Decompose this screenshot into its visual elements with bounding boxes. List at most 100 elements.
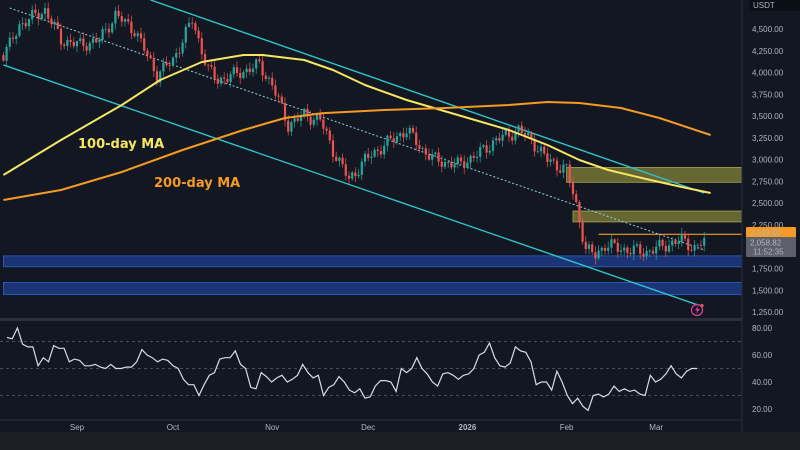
candle: [207, 63, 210, 72]
candle: [559, 164, 562, 174]
candle-body: [354, 172, 357, 177]
candle-body: [578, 202, 581, 223]
candle: [66, 36, 69, 51]
rsi-tick-label: 40.00: [752, 378, 773, 387]
candle-body: [408, 127, 411, 134]
candle: [427, 148, 431, 161]
candle: [667, 239, 671, 254]
candle-body: [498, 138, 501, 141]
candle: [520, 121, 523, 135]
price-tick-label: 3,500.00: [752, 112, 784, 121]
candle: [139, 27, 143, 43]
candle-body: [162, 62, 165, 72]
candle-body: [18, 24, 21, 36]
candle: [162, 58, 165, 77]
candle-body: [603, 247, 607, 251]
candle-body: [171, 57, 175, 66]
candle: [187, 17, 191, 28]
candle-body: [229, 74, 232, 83]
candle: [635, 241, 639, 248]
candle-body: [680, 233, 683, 242]
candle-body: [56, 21, 59, 29]
candle-body: [149, 55, 152, 59]
currency-label: USDT: [753, 1, 775, 10]
rsi-pane: 80.00 60.00 40.00 20.00: [0, 324, 773, 414]
candle: [21, 17, 24, 31]
candle: [239, 67, 242, 84]
candle-body: [245, 68, 248, 73]
candle-body: [655, 246, 658, 254]
candle-body: [107, 28, 111, 33]
candle-body: [280, 96, 283, 104]
candle-body: [351, 172, 354, 179]
candle-body: [552, 159, 555, 161]
candle: [626, 245, 629, 259]
candle-body: [91, 38, 95, 43]
candle-body: [645, 250, 648, 257]
candle-body: [395, 136, 399, 142]
candle-body: [523, 132, 527, 136]
candle-body: [373, 149, 376, 157]
candle: [616, 238, 619, 258]
candle: [338, 156, 341, 167]
candle: [373, 147, 376, 158]
alert-flash-icon[interactable]: [690, 303, 704, 317]
candle-body: [629, 253, 632, 255]
candle: [482, 144, 485, 149]
candle: [399, 131, 402, 142]
candle: [683, 231, 687, 242]
candle: [568, 159, 571, 188]
candle: [639, 241, 642, 260]
trendlines-layer: [3, 0, 705, 306]
level-price-text: 2,143.00: [750, 229, 782, 238]
candle-body: [437, 152, 440, 162]
candle-body: [469, 155, 472, 163]
candle: [312, 116, 315, 128]
price-tick-label: 1,750.00: [752, 265, 784, 274]
candle: [632, 239, 635, 261]
candle: [533, 134, 536, 157]
candle: [287, 115, 290, 136]
candle: [264, 71, 267, 82]
candle: [85, 42, 88, 56]
candle-body: [258, 59, 261, 62]
candle: [107, 23, 111, 39]
candle-body: [635, 244, 639, 246]
price-tick-label: 2,250.00: [752, 221, 784, 230]
currency-badge[interactable]: [749, 0, 800, 11]
candle-body: [581, 222, 584, 242]
candle-body: [597, 250, 600, 259]
candle-body: [488, 150, 491, 153]
candle: [43, 2, 47, 20]
candle: [104, 22, 107, 34]
candle: [389, 131, 392, 140]
candle: [680, 227, 683, 247]
candle-body: [136, 33, 139, 37]
candle-body: [219, 77, 223, 84]
candle-body: [159, 71, 162, 83]
candle-body: [191, 22, 194, 24]
candle: [514, 126, 517, 145]
candle: [91, 33, 95, 49]
candle: [149, 51, 152, 60]
candle-body: [290, 122, 293, 132]
price-tick-label: 3,750.00: [752, 90, 784, 99]
candle-body: [79, 38, 82, 42]
candle: [63, 42, 66, 50]
candle-body: [200, 38, 203, 55]
price-axis[interactable]: [742, 0, 800, 318]
candle: [271, 72, 274, 91]
candle: [82, 32, 85, 52]
candle-body: [677, 241, 680, 244]
time-axis[interactable]: Sep Oct Nov Dec 2026 Feb Mar: [70, 423, 664, 432]
candle: [367, 148, 370, 162]
candle: [415, 126, 418, 151]
candle-body: [607, 247, 610, 251]
candle-body: [639, 244, 642, 254]
candle-body: [207, 64, 210, 66]
pane-separator[interactable]: [0, 318, 742, 321]
candle: [159, 70, 162, 88]
candle-body: [466, 162, 469, 168]
candle: [146, 48, 149, 62]
